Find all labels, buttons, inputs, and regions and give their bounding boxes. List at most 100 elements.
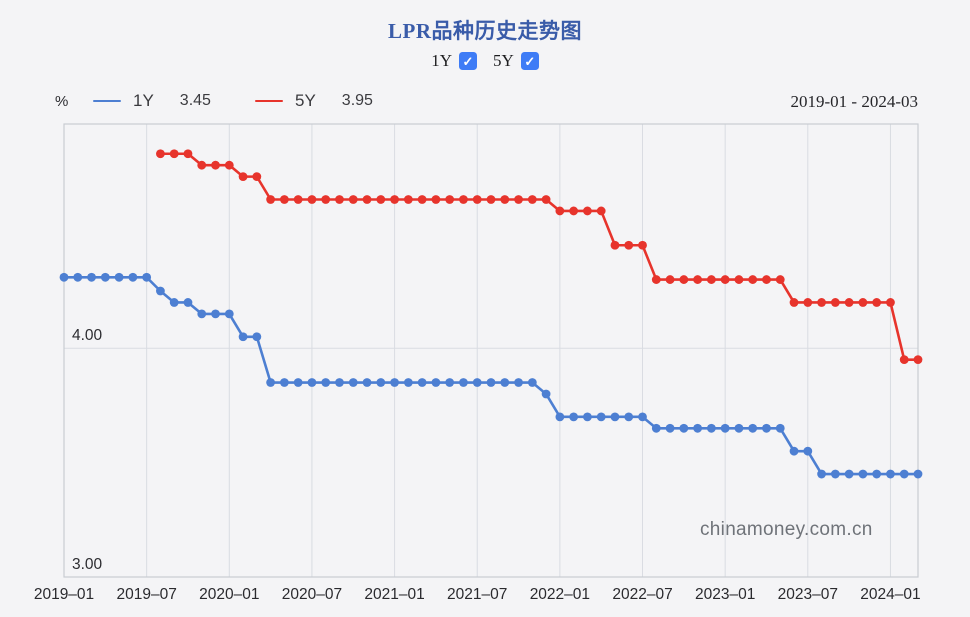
data-point-5y <box>514 195 523 204</box>
data-point-1y <box>390 378 399 387</box>
data-point-5y <box>445 195 455 204</box>
legend-name-1y: 1Y <box>133 91 154 110</box>
data-point-1y <box>913 469 923 479</box>
data-point-1y <box>403 378 413 387</box>
data-point-5y <box>252 172 262 182</box>
legend-value-5y: 3.95 <box>341 92 373 109</box>
data-point-1y <box>362 378 372 387</box>
data-point-1y <box>183 298 193 307</box>
data-point-5y <box>183 149 193 159</box>
data-point-1y <box>748 423 758 433</box>
data-point-1y <box>610 412 620 422</box>
data-point-5y <box>527 195 537 204</box>
data-point-5y <box>913 355 923 365</box>
data-point-1y <box>59 272 69 282</box>
data-point-5y <box>555 206 565 216</box>
data-point-5y <box>211 160 220 170</box>
data-point-5y <box>238 172 248 182</box>
data-point-1y <box>734 423 744 433</box>
data-point-1y <box>844 469 854 479</box>
data-point-5y <box>390 195 399 204</box>
data-point-1y <box>679 423 689 433</box>
x-axis-tick-label: 2019–01 <box>33 586 95 603</box>
data-point-1y <box>114 272 124 282</box>
data-point-5y <box>583 206 592 216</box>
data-point-1y <box>569 412 579 422</box>
data-point-5y <box>651 275 661 284</box>
x-axis-tick-label: 2022–07 <box>612 586 673 603</box>
data-point-5y <box>817 298 826 307</box>
data-point-1y <box>459 378 468 387</box>
data-point-5y <box>197 160 207 170</box>
page-title: LPR品种历史走势图 <box>388 19 582 43</box>
data-point-5y <box>762 275 771 284</box>
data-point-1y <box>128 272 138 282</box>
y-axis-tick-label: 4.00 <box>72 327 103 345</box>
data-point-1y <box>583 412 592 422</box>
data-point-1y <box>335 378 344 387</box>
x-axis-tick-label: 2024–01 <box>860 586 921 603</box>
data-point-1y <box>417 378 427 387</box>
data-point-5y <box>569 206 579 216</box>
x-axis-tick-label: 2021–07 <box>447 586 508 603</box>
data-point-5y <box>706 275 716 284</box>
data-point-5y <box>596 206 606 216</box>
date-range-label: 2019-01 - 2024-03 <box>790 92 918 111</box>
data-point-1y <box>472 378 482 387</box>
data-point-5y <box>886 298 895 307</box>
data-point-1y <box>224 309 234 319</box>
data-point-5y <box>279 195 289 204</box>
data-point-1y <box>486 378 496 387</box>
data-point-1y <box>638 412 647 422</box>
data-point-1y <box>817 469 826 479</box>
data-point-1y <box>775 423 785 433</box>
data-point-1y <box>514 378 523 387</box>
data-point-1y <box>651 423 661 433</box>
data-point-1y <box>830 469 840 479</box>
data-point-5y <box>844 298 854 307</box>
plot-border <box>63 123 919 578</box>
data-point-1y <box>197 309 207 319</box>
data-point-5y <box>376 195 386 204</box>
data-point-5y <box>872 298 882 307</box>
data-point-5y <box>403 195 413 204</box>
data-point-1y <box>886 469 895 479</box>
checkbox-1y[interactable]: ✓ <box>459 52 477 70</box>
y-axis-unit-label: % <box>55 93 69 110</box>
data-point-5y <box>472 195 482 204</box>
data-point-1y <box>321 378 331 387</box>
data-point-1y <box>624 412 634 422</box>
data-point-5y <box>830 298 840 307</box>
data-point-5y <box>335 195 344 204</box>
data-point-1y <box>376 378 386 387</box>
data-point-1y <box>858 469 868 479</box>
y-axis-tick-label: 3.00 <box>72 556 103 573</box>
checkmark-icon: ✓ <box>462 53 474 69</box>
data-point-1y <box>142 272 152 282</box>
x-axis-tick-label: 2021–01 <box>364 586 425 603</box>
data-point-5y <box>293 195 303 204</box>
data-point-5y <box>348 195 358 204</box>
data-point-5y <box>775 275 785 284</box>
x-axis-tick-label: 2022–01 <box>529 586 591 603</box>
data-point-1y <box>100 272 110 282</box>
series-toggle-row: 1Y ✓ 5Y ✓ <box>0 50 970 72</box>
legend-value-1y: 3.45 <box>179 92 211 109</box>
data-point-1y <box>596 412 606 422</box>
series-line-1y <box>64 275 918 476</box>
legend-swatch-5y <box>255 99 283 103</box>
data-point-5y <box>266 195 276 204</box>
data-point-1y <box>527 378 537 387</box>
data-point-1y <box>266 378 276 387</box>
data-point-5y <box>624 240 634 250</box>
data-point-1y <box>73 272 83 282</box>
data-point-5y <box>321 195 331 204</box>
data-point-5y <box>720 275 730 284</box>
data-point-1y <box>899 469 909 479</box>
data-point-5y <box>899 355 909 365</box>
data-point-1y <box>720 423 730 433</box>
checkbox-5y[interactable]: ✓ <box>520 52 539 70</box>
data-point-5y <box>459 195 468 204</box>
data-point-1y <box>706 423 716 433</box>
